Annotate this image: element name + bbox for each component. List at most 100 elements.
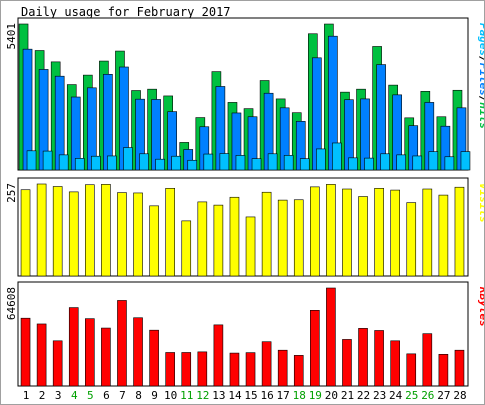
legend-text-hits: Hits — [477, 102, 484, 130]
bar-pages-day-24 — [396, 154, 406, 171]
bar-pages-day-14 — [235, 155, 246, 171]
x-tick-label-day-20: 20 — [325, 389, 338, 402]
bar-visits-day-22 — [358, 196, 368, 277]
bar-visits-day-2 — [36, 183, 47, 277]
bar-kbytes-day-4 — [68, 307, 79, 387]
bar-visits-day-8 — [133, 192, 143, 277]
bar-kbytes-day-3 — [52, 340, 63, 387]
bar-pages-day-21 — [348, 157, 358, 171]
bar-pages-day-22 — [364, 157, 374, 171]
x-tick-label-day-13: 13 — [212, 389, 225, 402]
bar-pages-day-26 — [428, 151, 439, 171]
bar-visits-day-7 — [117, 192, 127, 277]
x-tick-label-day-24: 24 — [389, 389, 403, 402]
x-tick-label-day-6: 6 — [103, 389, 110, 402]
chart-title: Daily usage for February 2017 — [21, 5, 231, 19]
x-tick-label-day-2: 2 — [39, 389, 46, 402]
bar-kbytes-day-18 — [293, 355, 304, 387]
legend-hits-files-pages: Pages/Files/Hits — [477, 23, 484, 129]
bar-visits-day-21 — [342, 188, 352, 277]
bar-pages-day-16 — [267, 153, 278, 171]
bar-visits-day-27 — [438, 194, 449, 277]
bar-kbytes-day-14 — [229, 352, 240, 387]
x-tick-label-day-12: 12 — [196, 389, 209, 402]
x-tick-label-day-19: 19 — [309, 389, 322, 402]
bar-visits-day-5 — [85, 184, 95, 277]
x-tick-label-day-3: 3 — [55, 389, 62, 402]
bar-visits-day-10 — [165, 187, 175, 277]
bar-pages-day-5 — [91, 155, 101, 171]
bar-visits-day-20 — [326, 184, 336, 277]
bar-pages-day-13 — [219, 153, 230, 171]
legend-text-sep: / — [477, 96, 484, 103]
x-tick-label-day-26: 26 — [421, 389, 434, 402]
bar-kbytes-day-27 — [438, 353, 449, 387]
bar-kbytes-day-26 — [422, 333, 433, 387]
bar-visits-day-3 — [52, 186, 63, 277]
x-tick-label-day-16: 16 — [260, 389, 273, 402]
bar-pages-day-7 — [123, 147, 133, 171]
x-tick-label-day-14: 14 — [228, 389, 242, 402]
bar-kbytes-day-5 — [85, 318, 95, 387]
x-tick-label-day-15: 15 — [244, 389, 257, 402]
bar-kbytes-day-28 — [454, 349, 465, 387]
bar-kbytes-day-9 — [149, 329, 159, 387]
x-tick-label-day-7: 7 — [119, 389, 126, 402]
bar-kbytes-day-7 — [117, 300, 127, 387]
bar-kbytes-day-15 — [245, 352, 256, 387]
bar-pages-day-12 — [203, 153, 214, 171]
bar-pages-day-8 — [139, 153, 149, 171]
bar-pages-day-10 — [171, 155, 181, 171]
bar-kbytes-day-19 — [310, 310, 320, 387]
bar-visits-day-14 — [229, 196, 240, 277]
bar-pages-day-2 — [42, 150, 53, 171]
bar-pages-day-19 — [316, 148, 326, 171]
bar-visits-day-16 — [261, 191, 272, 277]
x-tick-label-day-10: 10 — [164, 389, 177, 402]
bar-pages-day-3 — [58, 154, 69, 171]
bar-visits-day-23 — [374, 187, 384, 277]
bar-visits-day-11 — [181, 220, 192, 277]
y-max-label-hits-files-pages: 5401 — [5, 23, 18, 50]
bar-kbytes-day-25 — [406, 353, 417, 387]
legend-text-kbytes: KBytes — [477, 286, 484, 327]
x-tick-label-day-22: 22 — [357, 389, 370, 402]
bar-kbytes-day-10 — [165, 352, 175, 387]
bar-kbytes-day-20 — [326, 287, 336, 387]
bar-visits-day-6 — [101, 184, 111, 277]
x-tick-label-day-18: 18 — [293, 389, 306, 402]
x-tick-label-day-23: 23 — [373, 389, 386, 402]
bar-visits-day-25 — [406, 202, 417, 277]
bar-visits-day-12 — [197, 201, 208, 277]
bar-pages-day-27 — [444, 156, 455, 171]
bar-pages-day-28 — [460, 151, 471, 171]
legend-visits: Visits — [477, 183, 484, 223]
bar-kbytes-day-13 — [213, 324, 224, 387]
legend-text-pages: Pages — [477, 23, 484, 56]
bar-pages-day-18 — [299, 158, 310, 171]
bar-pages-day-23 — [380, 153, 390, 171]
bar-pages-day-1 — [26, 150, 37, 171]
bar-kbytes-day-24 — [390, 340, 400, 387]
bar-visits-day-4 — [68, 191, 79, 277]
bar-visits-day-17 — [277, 199, 288, 277]
legend-text-files: Files — [477, 63, 484, 96]
bar-visits-day-19 — [310, 186, 320, 277]
x-tick-label-day-25: 25 — [405, 389, 418, 402]
bar-pages-day-6 — [107, 155, 117, 171]
x-tick-label-day-28: 28 — [453, 389, 466, 402]
x-tick-label-day-11: 11 — [180, 389, 193, 402]
bar-visits-day-15 — [245, 216, 256, 277]
bar-pages-day-9 — [155, 158, 165, 171]
bar-kbytes-day-21 — [342, 339, 352, 387]
bar-kbytes-day-6 — [101, 327, 111, 387]
x-tick-label-day-17: 17 — [277, 389, 290, 402]
x-tick-label-day-27: 27 — [437, 389, 450, 402]
bar-visits-day-18 — [293, 199, 304, 277]
bar-kbytes-day-23 — [374, 330, 384, 387]
y-max-label-visits: 257 — [5, 183, 18, 203]
x-tick-label-day-21: 21 — [341, 389, 354, 402]
legend-kbytes: KBytes — [477, 286, 484, 327]
x-tick-label-day-8: 8 — [135, 389, 142, 402]
